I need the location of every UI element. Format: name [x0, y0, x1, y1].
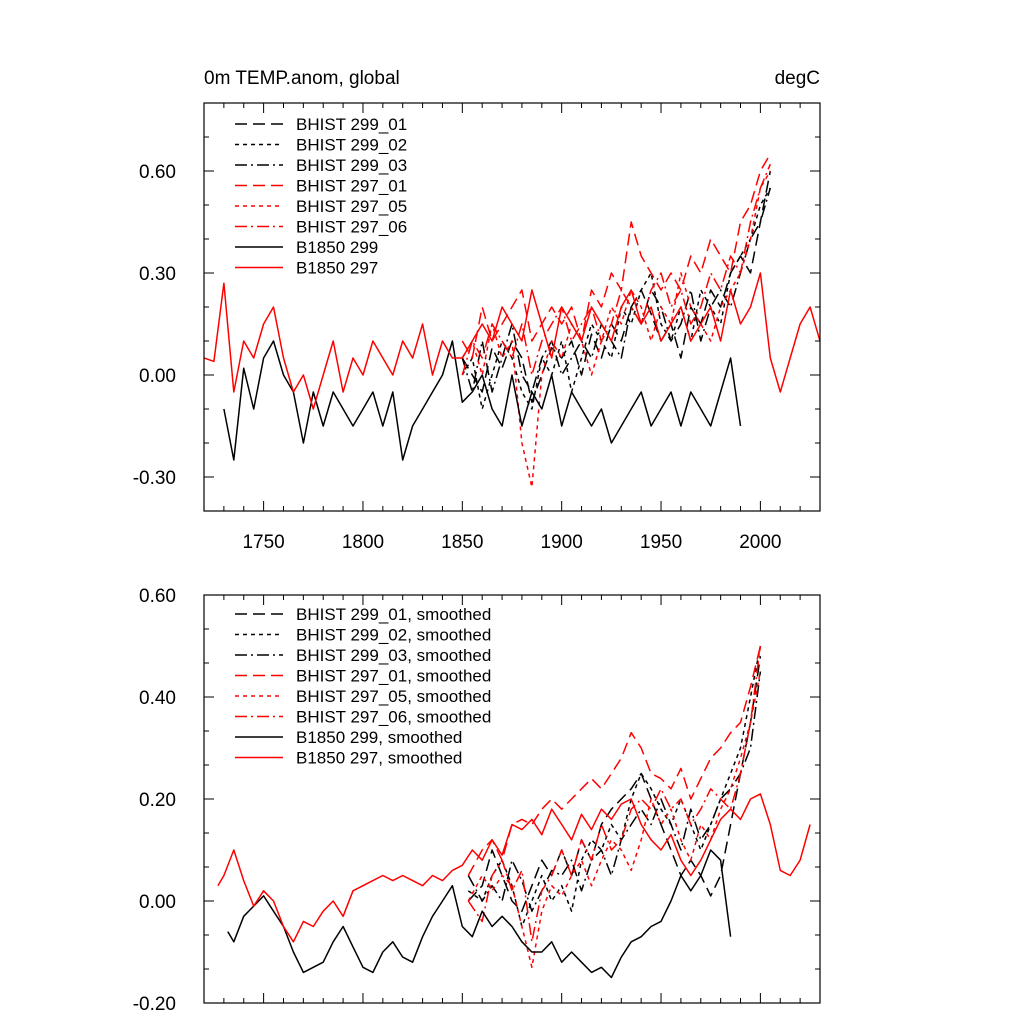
panel-top: 0m TEMP.anom, global degC 1750 1800 1850 19… [133, 68, 821, 553]
panel-units: degC [775, 68, 820, 89]
legend-label: BHIST 299_02 [296, 136, 407, 155]
y-tick-label: 0.00 [139, 366, 176, 387]
y-tick-label: -0.30 [133, 468, 176, 489]
panel-bottom: -0.20 0.00 0.20 0.40 0.60 BHIST 299_01, smoot… [133, 586, 821, 1015]
x-tick-label: 1850 [441, 532, 483, 553]
y-tick-label: -0.20 [133, 994, 176, 1015]
y-tick-label: 0.30 [139, 264, 176, 285]
y-tick-label: 0.60 [139, 586, 176, 607]
legend-label: BHIST 297_01 [296, 177, 407, 196]
legend-label: BHIST 299_02, smoothed [296, 626, 491, 645]
y-tick-label: 0.20 [139, 790, 176, 811]
y-tick-label: 0.60 [139, 162, 176, 183]
series-line-5 [461, 163, 771, 376]
legend-label: BHIST 297_06, smoothed [296, 708, 491, 727]
legend-label: BHIST 299_01, smoothed [296, 605, 491, 624]
legend-label: B1850 299, smoothed [296, 728, 462, 747]
legend-label: BHIST 299_01 [296, 115, 407, 134]
series-line-2 [467, 671, 762, 912]
x-tick-label: 1750 [242, 532, 284, 553]
series-line-4 [461, 170, 771, 488]
x-tick-label: 2000 [739, 532, 781, 553]
series-line-5 [467, 645, 762, 943]
y-tick-label: 0.40 [139, 688, 176, 709]
legend-label: BHIST 297_01, smoothed [296, 667, 491, 686]
legend-label: B1850 297, smoothed [296, 749, 462, 768]
legend-label: BHIST 299_03 [296, 156, 407, 175]
y-tick-label: 0.00 [139, 892, 176, 913]
series-line-3 [461, 153, 771, 359]
series-line-3 [467, 645, 762, 876]
series-line-7 [204, 272, 820, 410]
series-line-7 [217, 793, 811, 943]
series-group [217, 645, 811, 979]
legend-label: BHIST 297_05, smoothed [296, 687, 491, 706]
x-tick-label: 1950 [640, 532, 682, 553]
legend: BHIST 299_01, smoothed BHIST 299_02, smoo… [235, 605, 491, 768]
legend-label: BHIST 297_06 [296, 218, 407, 237]
panel-title: 0m TEMP.anom, global [204, 68, 400, 89]
series-group [204, 153, 820, 488]
legend-label: BHIST 299_03, smoothed [296, 646, 491, 665]
legend-label: BHIST 297_05 [296, 197, 407, 216]
series-line-6 [227, 849, 732, 979]
x-tick-label: 1900 [541, 532, 583, 553]
legend-label: B1850 297 [296, 259, 378, 278]
series-line-6 [223, 340, 742, 461]
legend-label: B1850 299 [296, 238, 378, 257]
x-tick-label: 1800 [342, 532, 384, 553]
series-line-1 [467, 645, 762, 928]
